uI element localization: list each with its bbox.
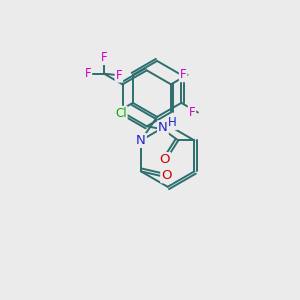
Text: F: F bbox=[180, 68, 186, 81]
Text: O: O bbox=[160, 153, 170, 166]
Text: F: F bbox=[101, 51, 107, 64]
Text: N: N bbox=[158, 121, 168, 134]
Text: H: H bbox=[168, 116, 177, 129]
Text: Cl: Cl bbox=[115, 107, 127, 120]
Text: O: O bbox=[161, 169, 172, 182]
Text: N: N bbox=[136, 134, 146, 147]
Text: F: F bbox=[116, 69, 122, 82]
Text: F: F bbox=[189, 106, 195, 119]
Text: F: F bbox=[85, 67, 91, 80]
